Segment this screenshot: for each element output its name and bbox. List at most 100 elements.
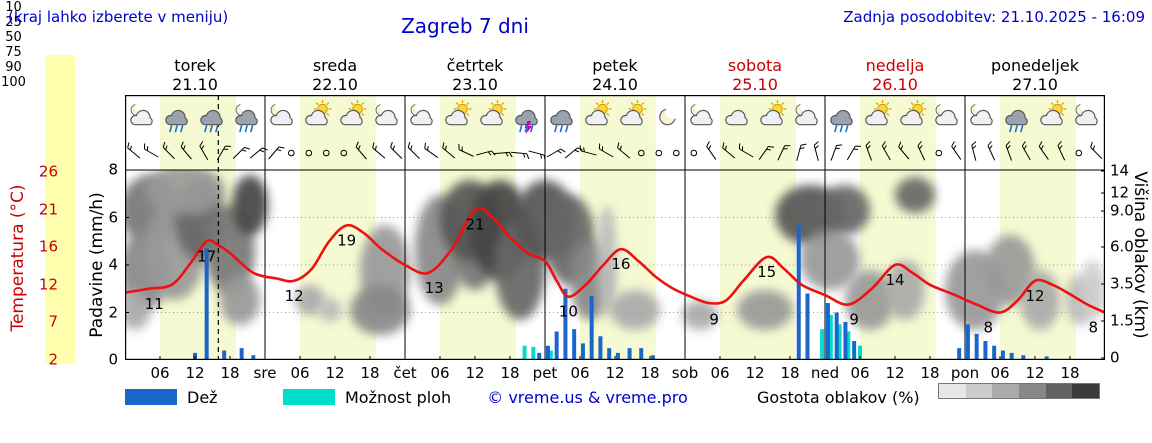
- temperature-value-label: 8: [984, 319, 994, 337]
- left-yellow-strip: [45, 55, 75, 364]
- rain-bars: [193, 224, 1049, 360]
- wind-barb-icon: [898, 141, 910, 160]
- shower-bars: [522, 314, 862, 360]
- cloud-icon: [340, 109, 363, 126]
- day-name: ponedeljek: [991, 56, 1079, 75]
- rain-bar: [589, 295, 594, 360]
- x-day-label: sre: [253, 364, 277, 382]
- temperature-axis-label: Temperatura (°C): [8, 184, 28, 332]
- shower-bar: [828, 314, 833, 360]
- rain-streak-icon: [239, 125, 243, 133]
- copyright-link[interactable]: © vreme.us & vreme.pro: [487, 388, 688, 407]
- rain-bar: [843, 322, 848, 360]
- day-name: sobota: [727, 56, 783, 75]
- cloud-scale-segment: [1045, 384, 1073, 398]
- wind-barb-icon: [987, 141, 996, 161]
- cloud-scale-segment: [939, 384, 966, 398]
- x-tick-label: 18: [920, 364, 940, 382]
- cloud-icon: [1075, 109, 1098, 126]
- cloud-blob: [737, 290, 793, 330]
- rain-streak-icon: [530, 125, 534, 133]
- wind-barb-icon: [971, 141, 977, 161]
- cloud-icon: [1005, 109, 1028, 126]
- rain-bar: [965, 324, 970, 360]
- wind-barb-icon: [162, 141, 175, 160]
- x-tick-label: 06: [430, 364, 450, 382]
- cloud-icon: [620, 109, 643, 126]
- wind-barb-icon: [917, 141, 926, 161]
- temp-axis-tick: 26: [38, 162, 58, 181]
- temperature-value-label: 9: [849, 311, 859, 329]
- cloud-blob: [845, 270, 895, 330]
- temperature-value-label: 11: [145, 295, 164, 313]
- cloud-blob: [682, 300, 718, 330]
- wind-barb-icon: [458, 144, 474, 157]
- shower-bar: [522, 345, 527, 360]
- wind-barb-icon: [865, 141, 873, 161]
- rain-bar: [1021, 355, 1026, 360]
- wind-barb-icon: [813, 141, 819, 161]
- rain-streak-icon: [174, 125, 178, 133]
- wind-barb-icon: [796, 143, 807, 161]
- day-date: 22.10: [312, 75, 358, 94]
- day-name: četrtek: [446, 56, 504, 75]
- temperature-value-label: 17: [197, 247, 216, 265]
- weather-icon-moon-cloud-rain: [235, 104, 258, 133]
- weather-icon-sun-cloud: [480, 100, 507, 126]
- day-date: 26.10: [872, 75, 918, 94]
- rain-bar: [1009, 352, 1014, 360]
- temperature-value-label: 16: [611, 255, 630, 273]
- temperature-value-label: 13: [425, 279, 444, 297]
- lightning-icon: [524, 121, 533, 134]
- last-update-text: Zadnja posodobitev: 21.10.2025 - 16:09: [843, 8, 1145, 26]
- cloud-blob: [295, 285, 325, 315]
- wind-barb-icon: [564, 147, 583, 159]
- wind-barb-icon: [372, 142, 386, 159]
- cloud-icon: [970, 109, 993, 126]
- cloud-axis-tick: 0: [1110, 348, 1120, 367]
- cloud-icon: [935, 109, 958, 126]
- shower-bar: [858, 345, 862, 360]
- cloud-scale-value: 100: [1, 75, 26, 90]
- wind-barb-icon: [424, 142, 439, 158]
- rain-bar: [598, 336, 603, 360]
- cloud-scale-segment: [965, 384, 993, 398]
- x-tick-label: 18: [780, 364, 800, 382]
- cloud-scale-value: 25: [5, 15, 22, 30]
- wind-barb-icon: [390, 141, 403, 160]
- precip-axis-tick: 4: [108, 255, 118, 274]
- cloud-blob: [220, 275, 260, 325]
- rain-streak-icon: [845, 125, 849, 133]
- wind-barb-icon: [881, 141, 891, 161]
- x-tick-label: 12: [325, 364, 345, 382]
- cloud-icon: [235, 109, 258, 126]
- cloud-icon: [795, 109, 818, 126]
- weather-icon-moon-cloud: [1075, 104, 1098, 126]
- rain-bar: [615, 352, 620, 360]
- day-date: 24.10: [592, 75, 638, 94]
- weather-icon-cloud: [725, 109, 748, 126]
- rain-bar: [222, 350, 227, 360]
- weather-icon-cloud-rain: [550, 109, 573, 133]
- cloud-blob: [895, 177, 935, 213]
- rain-bar: [627, 348, 632, 360]
- rain-streak-icon: [1020, 125, 1024, 133]
- day-name: petek: [592, 56, 638, 75]
- temperature-line: [125, 206, 1105, 314]
- weather-icon-sun-cloud: [620, 100, 647, 126]
- x-tick-label: 06: [850, 364, 870, 382]
- cloud-blob: [820, 185, 870, 235]
- rain-streak-icon: [250, 125, 254, 133]
- wind-barb-icon: [232, 146, 250, 160]
- cloud-scale-value: 50: [5, 30, 22, 45]
- calm-wind-icon: [305, 149, 313, 157]
- day-header: sobota 25.10: [685, 56, 825, 94]
- shower-bar: [531, 346, 536, 360]
- cloud-icon: [305, 109, 328, 126]
- rain-bar: [607, 348, 612, 360]
- cloud-icon: [725, 109, 748, 126]
- x-tick-label: 12: [885, 364, 905, 382]
- calm-wind-icon: [655, 149, 663, 157]
- cloud-icon: [690, 109, 713, 126]
